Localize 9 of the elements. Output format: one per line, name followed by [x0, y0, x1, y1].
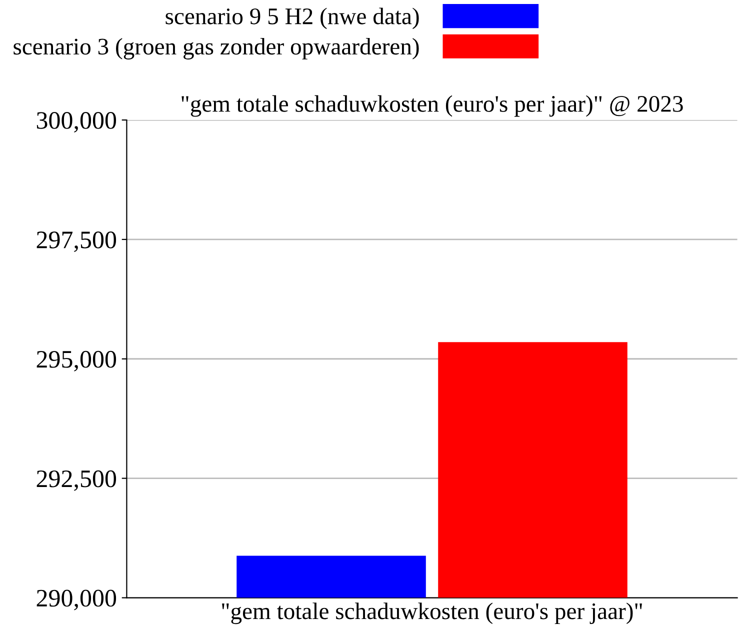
chart-title: "gem totale schaduwkosten (euro's per jaar)" @ 2023 — [182, 95, 683, 117]
y-tick-label: 295,000 — [36, 350, 116, 372]
y-tick-label: 292,500 — [36, 470, 116, 491]
y-tick-label: 297,500 — [36, 231, 116, 252]
x-tick-label: "gem totale schaduwkosten (euro's per jaar)" — [222, 602, 642, 624]
y-tick-label: 300,000 — [36, 112, 116, 133]
y-tick-label: 290,000 — [36, 590, 116, 610]
legend-label: scenario 9 5 H2 (nwe data) — [166, 8, 419, 30]
legend-label: scenario 3 (groen gas zonder opwaarderen) — [14, 38, 419, 60]
